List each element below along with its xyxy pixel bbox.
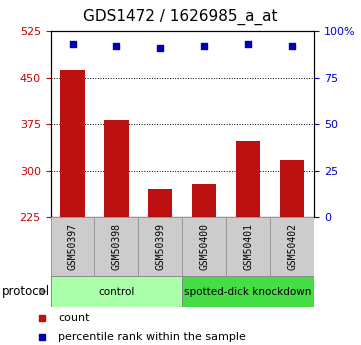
Bar [270,217,314,276]
Bar [280,160,304,217]
Text: count: count [58,313,90,323]
Point [289,43,295,49]
Text: GSM50401: GSM50401 [243,223,253,270]
Text: protocol: protocol [2,285,50,298]
Text: percentile rank within the sample: percentile rank within the sample [58,332,246,342]
Bar [236,141,260,217]
Bar [182,276,314,307]
Point [113,43,119,49]
Text: GSM50397: GSM50397 [68,223,78,270]
Bar [104,120,129,217]
Text: GSM50398: GSM50398 [112,223,121,270]
Point [40,334,45,339]
Text: control: control [98,287,135,296]
Point [70,41,75,47]
Bar [51,217,95,276]
Bar [95,217,138,276]
Point [245,41,251,47]
Point [157,45,163,51]
Text: GDS1472 / 1626985_a_at: GDS1472 / 1626985_a_at [83,9,278,25]
Bar [60,70,84,217]
Text: GSM50402: GSM50402 [287,223,297,270]
Point [201,43,207,49]
Bar [226,217,270,276]
Bar [182,217,226,276]
Bar [51,276,182,307]
Bar [192,185,216,217]
Text: GSM50399: GSM50399 [155,223,165,270]
Text: spotted-dick knockdown: spotted-dick knockdown [184,287,312,296]
Bar [138,217,182,276]
Point [40,315,45,321]
Text: GSM50400: GSM50400 [199,223,209,270]
Bar [148,189,173,217]
